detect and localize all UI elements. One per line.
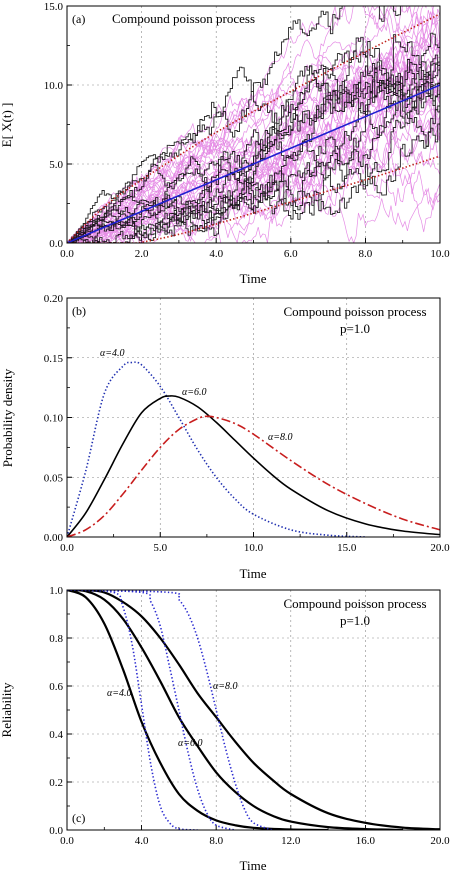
y-tick-label: 15.0 <box>44 1 64 13</box>
series-line-6.0 <box>67 590 403 830</box>
sample-path <box>67 67 440 242</box>
x-tick-label: 20.0 <box>430 542 450 554</box>
sample-paths <box>67 6 440 243</box>
x-tick-label: 5.0 <box>153 542 167 554</box>
plot-frame <box>66 5 441 244</box>
x-tick-label: 15.0 <box>337 542 357 554</box>
x-tick-label: 16.0 <box>356 835 376 847</box>
x-axis-label: Time <box>240 858 267 872</box>
y-axis-label: Probability density <box>0 368 15 467</box>
x-tick-label: 0.0 <box>60 248 74 260</box>
y-tick-label: 0.6 <box>49 681 63 693</box>
series-line-upper-bound <box>67 13 440 243</box>
panel-label: (a) <box>72 12 85 26</box>
grid <box>67 590 440 830</box>
sample-path <box>67 54 440 243</box>
x-tick-label: 2.0 <box>135 248 149 260</box>
x-tick-label: 0.0 <box>60 835 74 847</box>
sample-path <box>67 65 440 243</box>
x-tick-label: 12.0 <box>281 835 301 847</box>
sample-path <box>67 6 440 243</box>
x-axis-label: Time <box>240 271 267 286</box>
y-tick-label: 5.0 <box>49 159 63 171</box>
y-tick-label: 0.05 <box>44 472 64 484</box>
chart-panel-1: 0.0 2.0 4.0 6.0 8.0 10.0 0.0 5.0 10.0 15.0 Time E[ … <box>0 1 450 286</box>
y-tick-label: 0.20 <box>44 293 64 305</box>
chart-subtitle: p=1.0 <box>340 321 370 336</box>
y-tick-label: 0.0 <box>49 825 63 837</box>
y-tick-label: 0.8 <box>49 633 63 645</box>
x-tick-label: 4.0 <box>209 248 223 260</box>
plot-area <box>67 590 440 830</box>
series-line-4.0 <box>67 590 329 830</box>
chart-title: Compound poisson process <box>112 11 255 26</box>
x-tick-label: 4.0 <box>135 835 149 847</box>
series-label: α=8.0 <box>213 681 238 692</box>
series-line-8.0 <box>67 590 440 830</box>
series-label: α=6.0 <box>182 387 207 398</box>
x-tick-label: 0.0 <box>60 542 74 554</box>
y-tick-label: 1.0 <box>49 585 63 597</box>
y-tick-label: 0.10 <box>44 413 64 425</box>
y-axis-label: E[ X(t) ] <box>0 103 14 148</box>
sample-path <box>67 6 440 243</box>
panel-label: (c) <box>72 811 85 825</box>
y-tick-label: 0.4 <box>49 729 63 741</box>
series-line-4.0 <box>67 361 366 537</box>
x-tick-label: 8.0 <box>359 248 373 260</box>
y-tick-label: 10.0 <box>44 80 64 92</box>
x-tick-label: 10.0 <box>430 248 450 260</box>
axis-ticks <box>66 589 441 831</box>
plot-area <box>67 361 440 537</box>
y-axis-label: Reliability <box>0 682 14 737</box>
grid <box>67 298 440 537</box>
series-line-deterministic-6 <box>67 590 236 830</box>
y-tick-label: 0.2 <box>49 777 63 789</box>
y-tick-label: 0.00 <box>44 532 64 544</box>
chart-panel-2: 0.0 5.0 10.0 15.0 20.0 0.00 0.05 0.10 0.15 0.20 Ti… <box>0 293 450 581</box>
plot-frame <box>66 297 441 538</box>
x-tick-label: 8.0 <box>209 835 223 847</box>
series-line-8.0 <box>67 415 440 537</box>
chart-subtitle: p=1.0 <box>340 613 370 628</box>
series-label: α=4.0 <box>100 348 125 359</box>
chart-title: Compound poisson process <box>284 304 427 319</box>
series-label: α=6.0 <box>178 738 203 749</box>
series-line-mean <box>67 84 440 243</box>
plot-area <box>67 6 440 243</box>
series-line-6.0 <box>67 395 440 537</box>
x-tick-label: 6.0 <box>284 248 298 260</box>
series-line-deterministic-8 <box>67 590 273 830</box>
sample-path <box>67 74 440 243</box>
sample-path <box>67 123 440 243</box>
sample-path <box>67 36 440 243</box>
plot-frame <box>66 589 441 831</box>
chart-panel-3: 0.0 4.0 8.0 12.0 16.0 20.0 0.0 0.2 0.4 0.6 0.8 1.0 T… <box>0 585 450 872</box>
y-tick-label: 0.0 <box>49 238 63 250</box>
x-axis-label: Time <box>240 566 267 581</box>
panel-label: (b) <box>72 304 86 318</box>
series-label: α=4.0 <box>107 688 132 699</box>
sample-path <box>67 34 440 243</box>
x-tick-label: 10.0 <box>244 542 264 554</box>
x-tick-label: 20.0 <box>430 835 450 847</box>
y-tick-label: 0.15 <box>44 353 64 365</box>
sample-path <box>67 32 440 243</box>
series-label: α=8.0 <box>268 432 293 443</box>
sample-path <box>67 6 401 243</box>
sample-path <box>67 109 440 243</box>
chart-title: Compound poisson process <box>284 596 427 611</box>
